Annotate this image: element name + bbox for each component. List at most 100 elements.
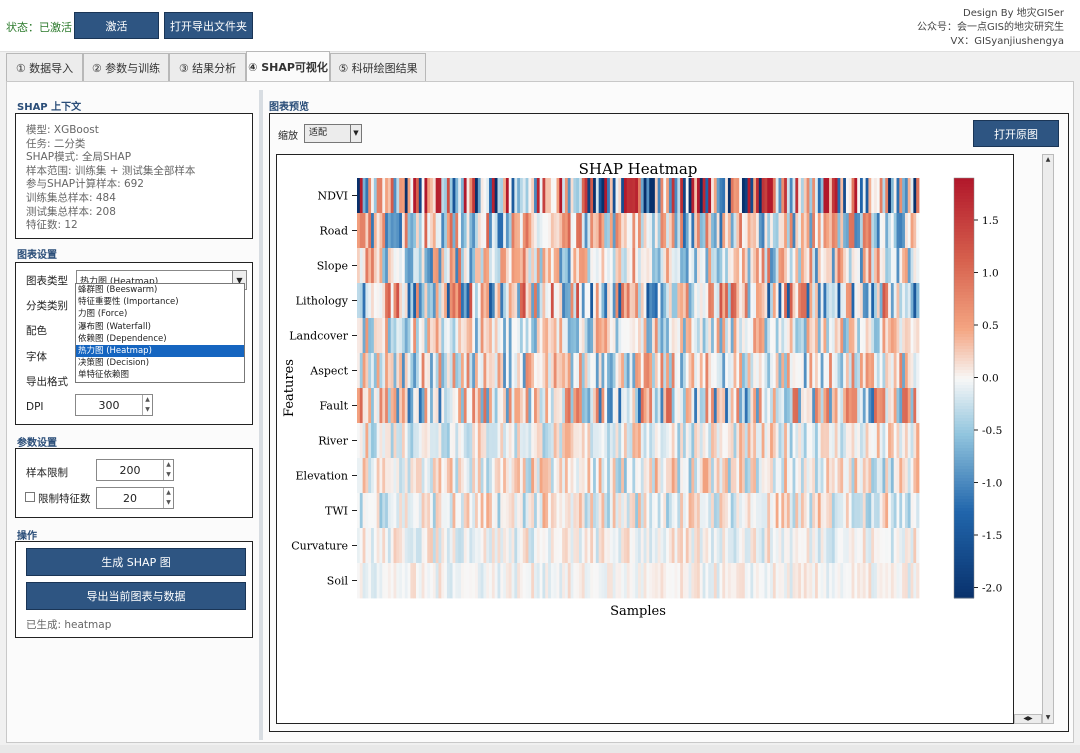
option-decision[interactable]: 决策图 (Decision) xyxy=(78,358,150,369)
heatmap-cell xyxy=(649,353,653,389)
heatmap-cell xyxy=(525,353,529,389)
scroll-down-icon[interactable]: ▼ xyxy=(1045,714,1051,721)
heatmap-cell xyxy=(809,458,813,494)
heatmap-cell xyxy=(910,213,914,249)
heatmap-cell xyxy=(626,318,630,354)
spin-arrows-icon[interactable]: ▲ ▼ xyxy=(163,488,173,508)
heatmap-cell xyxy=(744,388,748,424)
heatmap-cell xyxy=(826,563,830,599)
dpi-spinbox[interactable]: 300 ▲ ▼ xyxy=(75,394,153,416)
colorbar-segment xyxy=(954,235,974,239)
heatmap-cell xyxy=(601,493,605,529)
option-heatmap[interactable]: 热力图 (Heatmap) xyxy=(76,344,244,358)
heatmap-cell xyxy=(371,493,375,529)
heatmap-cell xyxy=(480,423,484,459)
option-importance[interactable]: 特征重要性 (Importance) xyxy=(78,297,179,308)
colorbar-tick-label: 0.5 xyxy=(982,320,999,332)
heatmap-cell xyxy=(792,423,796,459)
heatmap-cell xyxy=(840,563,844,599)
heatmap-cell xyxy=(753,248,757,284)
heatmap-cell xyxy=(511,423,515,459)
heatmap-cell xyxy=(708,213,712,249)
heatmap-cell xyxy=(896,528,900,564)
colorbar-segment xyxy=(954,208,974,212)
heatmap-cell xyxy=(789,528,793,564)
heatmap-cell xyxy=(854,248,858,284)
panel-splitter[interactable] xyxy=(259,90,263,740)
preview-frame: 缩放 适配 ▼ 打开原图 SHAP Heatmap NDVI Road Slope Li… xyxy=(269,113,1069,732)
feature-limit-spinbox[interactable]: 20 ▲ ▼ xyxy=(96,487,174,509)
option-force[interactable]: 力图 (Force) xyxy=(78,309,128,320)
heatmap-cell xyxy=(578,178,583,214)
activate-button[interactable]: 激活 xyxy=(74,12,159,39)
heatmap-cell xyxy=(646,248,650,284)
heatmap-cell xyxy=(550,178,555,214)
heatmap-cell xyxy=(817,213,822,249)
colorbar-segment xyxy=(954,394,974,398)
heatmap-cell xyxy=(545,423,549,459)
heatmap-cell xyxy=(598,353,602,389)
heatmap-cell xyxy=(497,318,501,354)
heatmap-cell xyxy=(539,318,543,354)
heatmap-cell xyxy=(466,423,470,459)
option-waterfall[interactable]: 瀑布图 (Waterfall) xyxy=(78,321,151,332)
open-export-folder-button[interactable]: 打开导出文件夹 xyxy=(164,12,253,39)
heatmap-cell xyxy=(435,248,439,284)
tab-params-training[interactable]: ② 参数与训练 xyxy=(83,53,169,81)
heatmap-cell xyxy=(618,528,622,564)
credit-block: Design By 地灾GISer 公众号：会一点GIS的地灾研究生 VX：GI… xyxy=(917,7,1064,49)
vertical-scrollbar[interactable]: ▲ ▼ xyxy=(1042,154,1054,724)
heatmap-cell xyxy=(697,318,701,354)
heatmap-cell xyxy=(612,353,616,389)
chevron-down-icon[interactable]: ▼ xyxy=(350,125,361,142)
generate-shap-button[interactable]: 生成 SHAP 图 xyxy=(26,548,246,576)
heatmap-cell xyxy=(719,528,723,564)
horizontal-scrollbar[interactable]: ◀▶ xyxy=(1014,714,1042,724)
tab-shap-visualization[interactable]: ④ SHAP可视化 xyxy=(246,51,330,82)
credit-line: VX：GISyanjiushengya xyxy=(950,36,1064,47)
sample-limit-spinbox[interactable]: 200 ▲ ▼ xyxy=(96,459,174,481)
heatmap-cell xyxy=(581,248,586,284)
tab-data-import[interactable]: ① 数据导入 xyxy=(6,53,83,81)
option-single-dependence[interactable]: 单特征依赖图 xyxy=(78,370,130,381)
heatmap-cell xyxy=(623,458,628,494)
heatmap-cell xyxy=(837,423,841,459)
heatmap-cell xyxy=(834,388,838,424)
export-format-label: 导出格式 xyxy=(26,376,68,388)
zoom-select[interactable]: 适配 ▼ xyxy=(304,124,362,143)
heatmap-cell xyxy=(646,458,650,494)
heatmap-cell xyxy=(401,493,406,529)
heatmap-cell xyxy=(576,283,580,319)
heatmap-cell xyxy=(365,248,369,284)
heatmap-cell xyxy=(649,493,653,529)
tab-research-plots[interactable]: ⑤ 科研绘图结果 xyxy=(330,53,426,81)
option-dependence[interactable]: 依赖图 (Dependence) xyxy=(78,333,167,344)
spin-arrows-icon[interactable]: ▲ ▼ xyxy=(142,395,152,415)
heatmap-cell xyxy=(663,493,667,529)
heatmap-cell xyxy=(559,318,563,354)
heatmap-cell xyxy=(387,213,392,249)
heatmap-cell xyxy=(697,213,701,249)
scroll-up-icon[interactable]: ▲ xyxy=(1045,156,1051,163)
heatmap-cell xyxy=(660,493,664,529)
feature-tick-label: River xyxy=(318,435,349,448)
heatmap-cell xyxy=(694,563,698,599)
spin-arrows-icon[interactable]: ▲ ▼ xyxy=(163,460,173,480)
heatmap-cell xyxy=(536,318,541,354)
heatmap-cell xyxy=(677,213,681,249)
heatmap-cell xyxy=(826,213,830,249)
heatmap-cell xyxy=(491,458,496,494)
heatmap-cell xyxy=(593,353,597,389)
heatmap-cell xyxy=(725,178,729,214)
heatmap-cell xyxy=(798,528,802,564)
tab-result-analysis[interactable]: ③ 结果分析 xyxy=(169,53,246,81)
heatmap-cell xyxy=(786,213,791,249)
feature-limit-checkbox[interactable] xyxy=(25,492,35,502)
open-original-button[interactable]: 打开原图 xyxy=(973,120,1059,147)
heatmap-cell xyxy=(385,248,389,284)
export-chart-data-button[interactable]: 导出当前图表与数据 xyxy=(26,582,246,610)
option-beeswarm[interactable]: 蜂群图 (Beeswarm) xyxy=(78,285,158,295)
heatmap-cell xyxy=(758,248,763,284)
heatmap-cell xyxy=(806,353,810,389)
heatmap-cell xyxy=(491,318,496,354)
